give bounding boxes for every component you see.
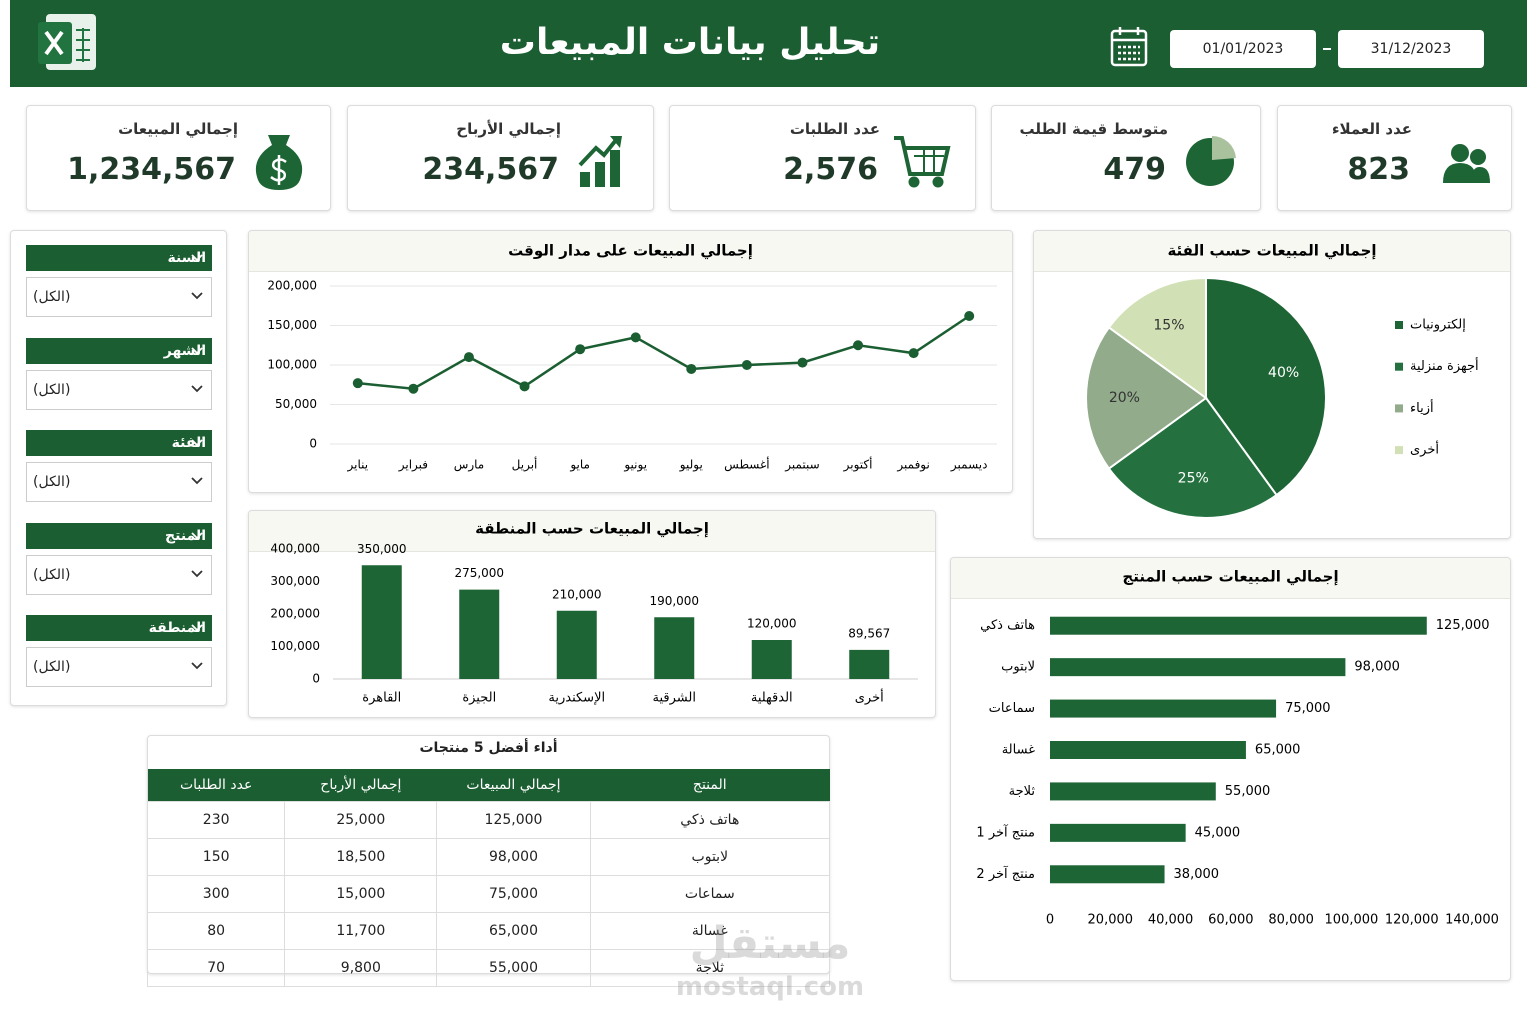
table-cell: سماعات xyxy=(589,875,831,913)
table-row: لابتوب 98,000 18,500 150 xyxy=(146,838,831,876)
kpi-label: متوسط قيمة الطلب xyxy=(1019,120,1168,138)
card-header xyxy=(249,231,1012,272)
kpi-value: 479 xyxy=(1103,152,1166,187)
chart-card xyxy=(1033,230,1511,539)
date-from[interactable]: 01/01/2023 xyxy=(1170,30,1316,68)
table-header-row: المنتج إجمالي المبيعات إجمالي الأرباح عدد ا… xyxy=(147,769,830,802)
table-row: ثلاجة 55,000 9,800 70 xyxy=(146,949,831,987)
card-header xyxy=(1034,231,1510,272)
table-cell: 125,000 xyxy=(436,801,591,839)
column-header: عدد الطلبات xyxy=(147,769,285,802)
table-cell: 80 xyxy=(146,912,286,950)
kpi-value: 234,567 xyxy=(422,152,559,187)
filter-dropdown[interactable]: (الكل) xyxy=(26,369,212,410)
table-cell: لابتوب xyxy=(589,838,831,876)
table-cell: 11,700 xyxy=(284,912,438,950)
kpi-label: عدد الطلبات xyxy=(789,120,880,138)
column-header: إجمالي الأرباح xyxy=(284,769,437,802)
card-header xyxy=(951,558,1510,599)
table-cell: ثلاجة xyxy=(589,949,831,987)
watermark: مستقل xyxy=(689,918,851,969)
page-title: تحليل بيانات المبيعات xyxy=(499,22,881,63)
table-cell: 55,000 xyxy=(436,949,591,987)
table-row: سماعات 75,000 15,000 300 xyxy=(146,875,831,913)
filter-dropdown[interactable]: (الكل) xyxy=(26,277,212,317)
filter-panel: السنة (الكل) الشهر (الكل) الفئة (الكل) المنتج (… xyxy=(10,230,227,706)
table-cell: هاتف ذكي xyxy=(589,801,831,839)
chart-card xyxy=(248,230,1013,493)
table-cell: 70 xyxy=(146,949,286,987)
filter-dropdown[interactable]: (الكل) xyxy=(26,647,212,687)
table-cell: 300 xyxy=(146,875,286,913)
table-card: أداء أفضل 5 منتجات المنتج إجمالي المبيعات… xyxy=(146,735,831,987)
filter-header: المنطقة xyxy=(26,615,212,641)
chart-card xyxy=(248,510,936,718)
filter-header: الشهر xyxy=(26,337,212,364)
chart-card xyxy=(950,557,1511,981)
chevron xyxy=(191,292,203,300)
table-cell: 15,000 xyxy=(284,875,438,913)
chevron xyxy=(191,254,203,262)
table-cell: 98,000 xyxy=(436,838,591,876)
watermark: mostaql.com xyxy=(675,972,865,1002)
chevron xyxy=(191,477,203,485)
card-header xyxy=(249,511,935,552)
column-header: المنتج xyxy=(590,769,830,802)
kpi-value: 1,234,567 xyxy=(67,152,236,187)
chevron xyxy=(191,346,203,354)
table: المنتج إجمالي المبيعات إجمالي الأرباح عدد ا… xyxy=(146,769,831,987)
column-header: إجمالي المبيعات xyxy=(436,769,591,802)
table-cell: 75,000 xyxy=(436,875,591,913)
chevron xyxy=(191,624,203,632)
table-row: هاتف ذكي 125,000 25,000 230 xyxy=(146,801,831,839)
date-to[interactable]: 31/12/2023 xyxy=(1338,30,1484,68)
filter-header: المنتج xyxy=(26,522,212,549)
table-cell: 18,500 xyxy=(284,838,438,876)
chevron xyxy=(191,531,203,539)
table-cell: 9,800 xyxy=(284,949,438,987)
filter-dropdown[interactable]: (الكل) xyxy=(26,554,212,595)
chevron xyxy=(191,439,203,447)
kpi-label: إجمالي المبيعات xyxy=(118,120,238,138)
kpi-label: عدد العملاء xyxy=(1331,120,1412,138)
filter-header: الفئة xyxy=(26,430,212,456)
table-cell: 230 xyxy=(146,801,286,839)
kpi-value: 823 xyxy=(1347,152,1410,187)
table-cell: 150 xyxy=(146,838,286,876)
table-cell: 65,000 xyxy=(436,912,591,950)
table-title: أداء أفضل 5 منتجات xyxy=(419,740,558,756)
chevron xyxy=(191,569,203,577)
kpi-label: إجمالي الأرباح xyxy=(456,120,561,138)
filter-dropdown[interactable]: (الكل) xyxy=(26,462,212,502)
chevron xyxy=(191,384,203,392)
kpi-value: 2,576 xyxy=(783,152,878,187)
chevron xyxy=(191,662,203,670)
table-cell: 25,000 xyxy=(284,801,438,839)
filter-header: السنة xyxy=(26,245,212,271)
